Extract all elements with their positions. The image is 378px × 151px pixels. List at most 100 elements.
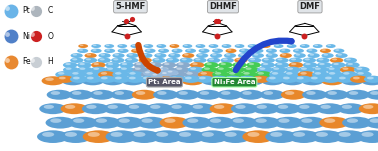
Circle shape [212, 71, 229, 78]
Circle shape [172, 49, 183, 53]
Circle shape [338, 54, 342, 56]
Circle shape [246, 62, 261, 68]
Circle shape [65, 132, 77, 137]
Circle shape [135, 67, 141, 70]
Circle shape [197, 130, 228, 143]
Circle shape [326, 71, 343, 78]
Circle shape [236, 58, 242, 60]
Circle shape [86, 58, 91, 60]
Circle shape [316, 58, 330, 63]
Circle shape [46, 117, 75, 129]
Circle shape [313, 44, 323, 48]
Circle shape [232, 67, 238, 70]
Text: C: C [47, 6, 53, 15]
Circle shape [238, 90, 263, 100]
Circle shape [91, 117, 121, 129]
Circle shape [112, 71, 129, 78]
Circle shape [234, 58, 248, 63]
Circle shape [325, 77, 333, 81]
Circle shape [39, 103, 67, 114]
Circle shape [281, 49, 285, 51]
Text: DHMF: DHMF [209, 2, 237, 11]
Circle shape [112, 76, 130, 83]
Circle shape [263, 91, 273, 95]
Circle shape [174, 67, 189, 73]
Circle shape [144, 72, 150, 75]
Circle shape [155, 71, 172, 78]
Circle shape [108, 63, 113, 65]
Circle shape [158, 45, 162, 46]
Circle shape [339, 77, 346, 79]
Point [29, 7, 35, 10]
Circle shape [279, 49, 290, 53]
Circle shape [316, 103, 343, 114]
Point [214, 34, 220, 37]
Circle shape [87, 54, 91, 56]
Circle shape [93, 67, 99, 70]
Circle shape [111, 132, 122, 137]
Circle shape [235, 105, 246, 109]
Point [4, 58, 10, 61]
Circle shape [136, 63, 141, 65]
Circle shape [93, 63, 99, 65]
Circle shape [182, 76, 200, 83]
Circle shape [156, 132, 168, 137]
Circle shape [212, 49, 223, 53]
Circle shape [345, 77, 353, 81]
Circle shape [341, 76, 364, 85]
Circle shape [168, 53, 180, 58]
Circle shape [105, 67, 120, 73]
Circle shape [285, 67, 301, 73]
Circle shape [141, 58, 146, 60]
Circle shape [132, 67, 148, 73]
Circle shape [156, 44, 166, 48]
Circle shape [91, 62, 106, 68]
Circle shape [187, 118, 198, 123]
Circle shape [98, 58, 111, 63]
Circle shape [302, 58, 316, 63]
Circle shape [225, 132, 237, 137]
Circle shape [220, 58, 234, 63]
Point [29, 58, 35, 61]
Circle shape [231, 103, 258, 114]
Circle shape [327, 91, 337, 95]
Circle shape [154, 76, 172, 83]
Circle shape [106, 49, 110, 51]
Circle shape [268, 54, 272, 56]
Circle shape [266, 49, 277, 53]
Circle shape [65, 105, 75, 109]
Circle shape [60, 103, 88, 114]
Circle shape [248, 44, 257, 48]
Circle shape [286, 72, 293, 75]
Circle shape [340, 67, 356, 73]
Circle shape [271, 67, 287, 73]
Circle shape [160, 117, 189, 129]
Circle shape [157, 77, 164, 79]
Circle shape [141, 76, 164, 85]
Circle shape [218, 62, 233, 68]
FancyArrowPatch shape [236, 41, 291, 70]
Circle shape [133, 132, 146, 137]
Circle shape [307, 49, 318, 53]
Circle shape [257, 67, 273, 73]
Circle shape [210, 53, 222, 58]
Circle shape [156, 68, 169, 73]
Circle shape [153, 90, 178, 100]
Circle shape [50, 118, 62, 123]
Circle shape [80, 45, 84, 46]
Circle shape [228, 117, 257, 129]
Circle shape [326, 44, 336, 48]
Circle shape [300, 44, 310, 48]
Circle shape [171, 77, 178, 79]
Text: Fe: Fe [22, 57, 31, 66]
Circle shape [149, 69, 153, 71]
Circle shape [289, 62, 303, 68]
Circle shape [84, 58, 97, 63]
Circle shape [152, 74, 157, 76]
Circle shape [125, 58, 138, 63]
Circle shape [305, 58, 310, 60]
Circle shape [136, 91, 145, 95]
Circle shape [163, 67, 169, 70]
Circle shape [293, 132, 305, 137]
Circle shape [359, 103, 378, 114]
